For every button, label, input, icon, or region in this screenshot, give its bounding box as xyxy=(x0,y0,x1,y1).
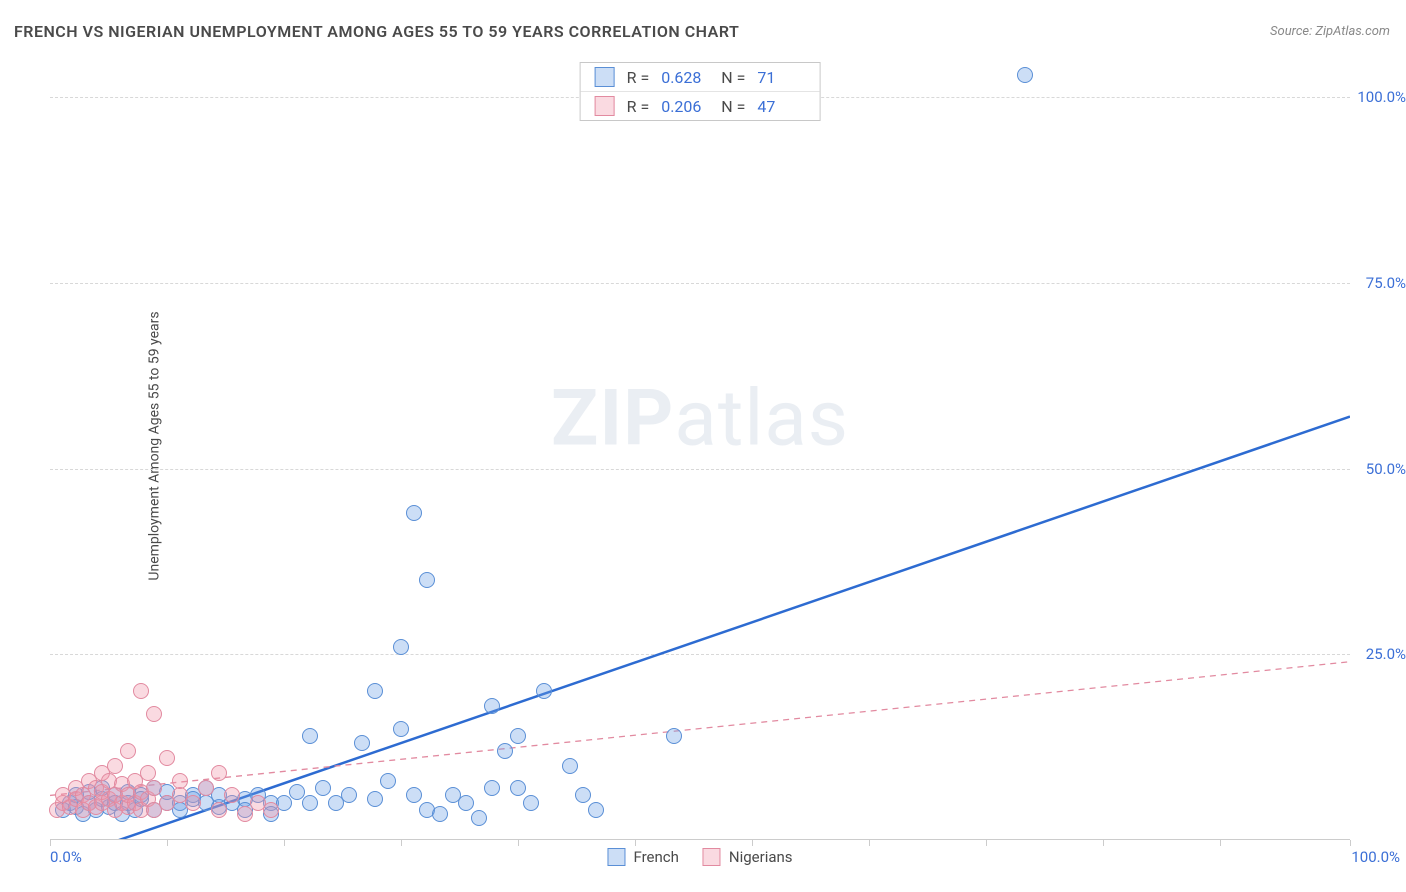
watermark-text: ZIPatlas xyxy=(551,373,849,464)
watermark-bold: ZIP xyxy=(551,373,674,464)
y-tick-label: 25.0% xyxy=(1366,645,1406,663)
scatter-point xyxy=(666,728,682,744)
x-tick-mark xyxy=(986,840,987,846)
scatter-point xyxy=(406,505,422,521)
scatter-point xyxy=(523,795,539,811)
x-tick-mark xyxy=(50,840,51,846)
scatter-point xyxy=(536,683,552,699)
x-tick-mark xyxy=(401,840,402,846)
scatter-point xyxy=(198,780,214,796)
series-swatch xyxy=(595,67,615,87)
scatter-point xyxy=(406,787,422,803)
scatter-point xyxy=(224,787,240,803)
stats-row: R = 0.628 N = 71 xyxy=(581,63,820,91)
y-tick-label: 75.0% xyxy=(1366,274,1406,292)
scatter-point xyxy=(211,802,227,818)
scatter-point xyxy=(510,728,526,744)
trend-line xyxy=(50,662,1350,796)
scatter-point xyxy=(497,743,513,759)
source-attribution: Source: ZipAtlas.com xyxy=(1270,24,1390,39)
scatter-point xyxy=(172,773,188,789)
x-tick-mark xyxy=(1103,840,1104,846)
scatter-point xyxy=(419,572,435,588)
scatter-point xyxy=(458,795,474,811)
grid-line xyxy=(50,469,1350,470)
x-tick-mark xyxy=(1220,840,1221,846)
scatter-point xyxy=(120,743,136,759)
x-tick-mark xyxy=(752,840,753,846)
scatter-point xyxy=(263,802,279,818)
scatter-point xyxy=(393,721,409,737)
x-axis-max-label: 100.0% xyxy=(1351,848,1400,866)
scatter-point xyxy=(380,773,396,789)
legend-item: French xyxy=(607,848,678,866)
scatter-point xyxy=(432,806,448,822)
scatter-point xyxy=(1017,67,1033,83)
correlation-stats-box: R = 0.628 N = 71 R = 0.206 N = 47 xyxy=(580,62,821,121)
stat-r-label: R = xyxy=(627,68,650,87)
scatter-point xyxy=(575,787,591,803)
stat-r-value: 0.206 xyxy=(661,97,709,116)
grid-line xyxy=(50,283,1350,284)
scatter-point xyxy=(107,758,123,774)
grid-line xyxy=(50,654,1350,655)
legend-label: French xyxy=(633,848,678,866)
scatter-point xyxy=(367,791,383,807)
scatter-point xyxy=(133,683,149,699)
stat-n-label: N = xyxy=(721,97,745,116)
stats-row: R = 0.206 N = 47 xyxy=(581,91,820,120)
chart-plot-area: ZIPatlas 0.0% 100.0% R =0.628N =71R =0.2… xyxy=(50,60,1350,840)
legend-swatch xyxy=(703,848,721,866)
scatter-point xyxy=(302,795,318,811)
scatter-point xyxy=(484,780,500,796)
legend-item: Nigerians xyxy=(703,848,793,866)
scatter-point xyxy=(367,683,383,699)
scatter-point xyxy=(159,750,175,766)
scatter-point xyxy=(510,780,526,796)
scatter-point xyxy=(146,706,162,722)
trend-line xyxy=(76,417,1350,840)
x-axis-line xyxy=(50,839,1350,840)
legend-label: Nigerians xyxy=(729,848,793,866)
x-tick-mark xyxy=(284,840,285,846)
stat-n-value: 47 xyxy=(757,97,805,116)
x-tick-mark xyxy=(518,840,519,846)
scatter-point xyxy=(341,787,357,803)
stat-n-label: N = xyxy=(721,68,745,87)
scatter-point xyxy=(484,698,500,714)
scatter-point xyxy=(211,765,227,781)
y-tick-label: 50.0% xyxy=(1366,460,1406,478)
scatter-point xyxy=(315,780,331,796)
x-axis-min-label: 0.0% xyxy=(50,848,82,866)
series-legend: French Nigerians xyxy=(607,848,792,866)
scatter-point xyxy=(146,780,162,796)
scatter-point xyxy=(393,639,409,655)
series-swatch xyxy=(595,96,615,116)
scatter-point xyxy=(471,810,487,826)
scatter-point xyxy=(562,758,578,774)
x-tick-mark xyxy=(167,840,168,846)
scatter-point xyxy=(302,728,318,744)
x-tick-mark xyxy=(1350,840,1351,846)
chart-title: FRENCH VS NIGERIAN UNEMPLOYMENT AMONG AG… xyxy=(14,22,739,41)
scatter-point xyxy=(354,735,370,751)
trend-lines-svg xyxy=(50,60,1350,840)
scatter-point xyxy=(237,806,253,822)
scatter-point xyxy=(140,765,156,781)
watermark-light: atlas xyxy=(674,373,849,464)
y-tick-label: 100.0% xyxy=(1357,88,1406,106)
scatter-point xyxy=(588,802,604,818)
x-tick-mark xyxy=(869,840,870,846)
legend-swatch xyxy=(607,848,625,866)
stat-r-label: R = xyxy=(627,97,650,116)
x-tick-mark xyxy=(635,840,636,846)
stat-n-value: 71 xyxy=(757,68,805,87)
scatter-point xyxy=(185,795,201,811)
stat-r-value: 0.628 xyxy=(661,68,709,87)
